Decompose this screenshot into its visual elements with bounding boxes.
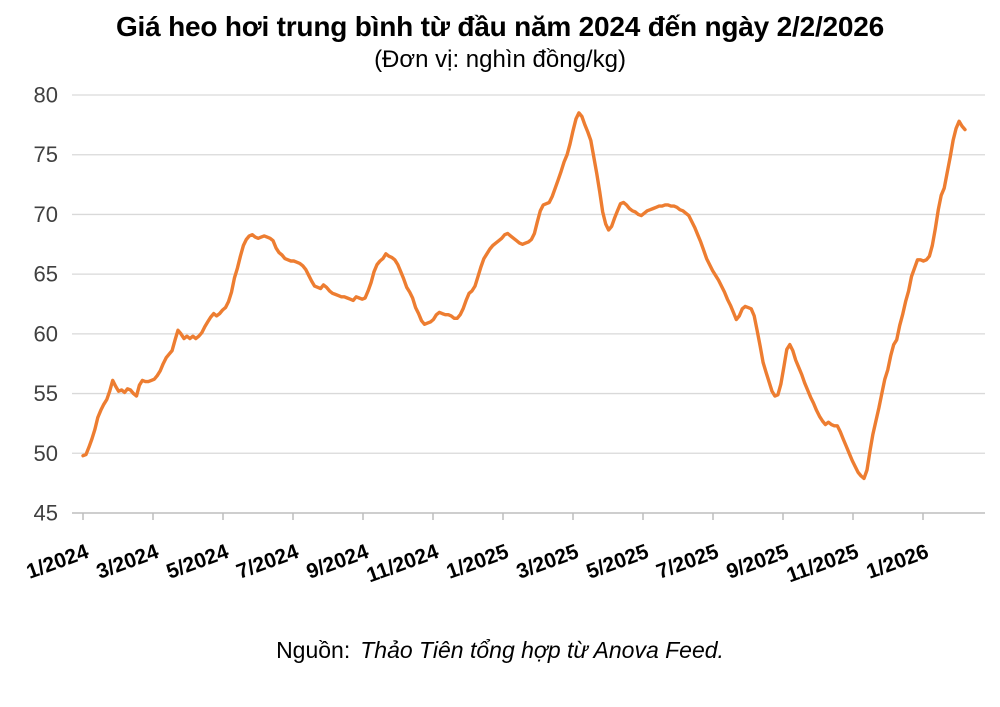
source-label: Nguồn: xyxy=(276,637,351,663)
x-axis-tick-label: 5/2024 xyxy=(163,540,232,584)
x-axis-tick-label: 5/2025 xyxy=(583,540,652,584)
x-axis-tick-label: 11/2025 xyxy=(784,540,862,587)
source-text: Thảo Tiên tổng hợp từ Anova Feed. xyxy=(360,637,724,663)
y-axis-tick-label: 45 xyxy=(34,501,58,526)
x-axis-tick-label: 7/2025 xyxy=(653,540,722,584)
y-axis-tick-label: 60 xyxy=(34,321,58,346)
y-axis-tick-label: 70 xyxy=(34,202,58,227)
x-axis-tick-label: 9/2024 xyxy=(303,540,372,584)
x-axis-tick-label: 3/2025 xyxy=(513,540,582,584)
chart-unit-subtitle: (Đơn vị: nghìn đồng/kg) xyxy=(374,46,626,73)
gridlines xyxy=(72,94,985,454)
chart-title: Giá heo hơi trung bình từ đầu năm 2024 đ… xyxy=(115,11,885,42)
y-axis-tick-label: 75 xyxy=(34,142,58,167)
y-axis-tick-label: 80 xyxy=(34,83,58,108)
x-axis-tick-label: 7/2024 xyxy=(233,540,302,584)
y-axis-tick-label: 55 xyxy=(34,381,58,406)
x-axis-tick-label: 3/2024 xyxy=(93,540,162,584)
y-axis-tick-label: 65 xyxy=(34,262,58,287)
x-axis-tick-label: 1/2024 xyxy=(23,540,92,584)
price-line-series xyxy=(81,111,967,481)
source-note: Nguồn: Thảo Tiên tổng hợp từ Anova Feed. xyxy=(0,636,1000,664)
x-axis-tick-label: 9/2025 xyxy=(723,540,792,584)
x-axis-tick-label: 11/2024 xyxy=(364,540,442,587)
price-line xyxy=(81,111,967,481)
y-axis-labels: 80 75 70 65 60 55 50 45 xyxy=(34,83,58,526)
x-axis-tick-label: 1/2025 xyxy=(443,540,512,584)
x-axis-tick-label: 1/2026 xyxy=(863,540,931,584)
x-axis xyxy=(72,512,985,520)
chart-header: Giá heo hơi trung bình từ đầu năm 2024 đ… xyxy=(0,0,1000,75)
y-axis-tick-label: 50 xyxy=(34,441,58,466)
